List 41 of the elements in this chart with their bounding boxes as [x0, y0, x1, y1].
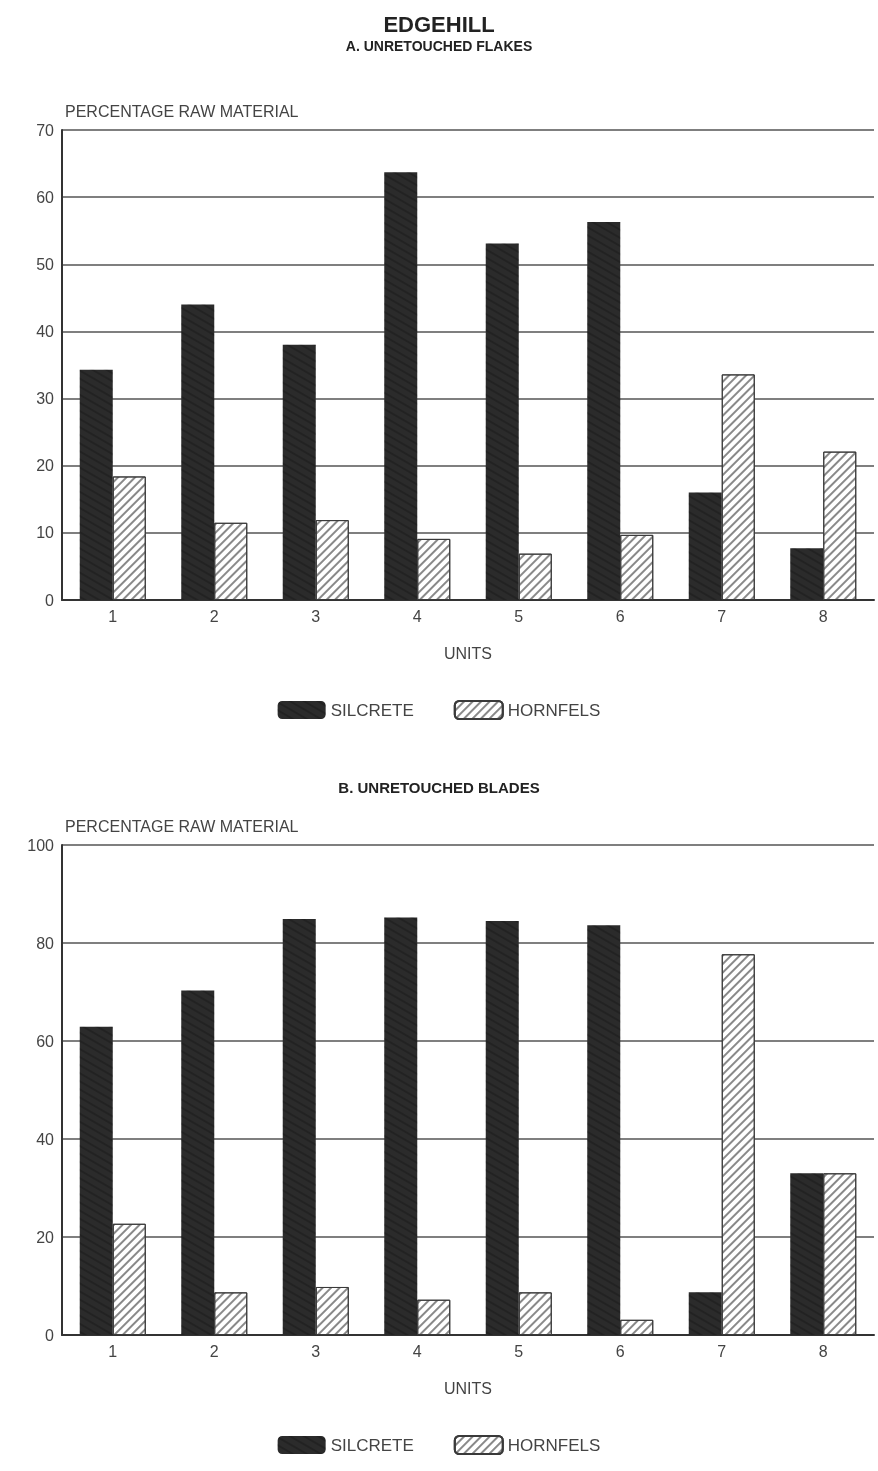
x-tick-label: 1 [108, 1342, 118, 1360]
x-tick-label: 3 [311, 607, 321, 625]
y-tick-label: 100 [27, 836, 55, 854]
legend-label: SILCRETE [330, 700, 414, 720]
y-tick-label: 50 [36, 255, 55, 273]
x-tick-label: 3 [311, 1342, 321, 1360]
y-tick-label: 0 [45, 1326, 55, 1344]
y-tick-label: 40 [36, 322, 55, 340]
x-tick-label: 2 [209, 1342, 219, 1360]
chart-title: EDGEHILL [383, 11, 495, 37]
y-tick-label: 0 [45, 591, 55, 609]
y-axis-title: PERCENTAGE RAW MATERIAL [65, 102, 299, 120]
y-axis-title: PERCENTAGE RAW MATERIAL [65, 817, 299, 835]
x-axis-title: UNITS [444, 644, 492, 662]
y-tick-label: 10 [36, 524, 55, 542]
chart-title: B. UNRETOUCHED BLADES [338, 779, 540, 796]
chart-subtitle: A. UNRETOUCHED FLAKES [345, 38, 533, 54]
x-tick-label: 6 [615, 607, 625, 625]
y-tick-label: 40 [36, 1130, 55, 1148]
y-tick-label: 80 [36, 934, 55, 952]
x-tick-label: 2 [209, 607, 219, 625]
x-tick-label: 6 [615, 1342, 625, 1360]
legend-label: HORNFELS [507, 700, 601, 720]
y-tick-label: 60 [36, 1032, 55, 1050]
x-tick-label: 5 [514, 1342, 524, 1360]
y-tick-label: 20 [36, 1228, 55, 1246]
x-tick-label: 1 [108, 607, 118, 625]
x-tick-label: 8 [818, 607, 828, 625]
y-tick-label: 30 [36, 390, 55, 408]
legend-label: SILCRETE [330, 1435, 414, 1455]
legend-label: HORNFELS [507, 1435, 601, 1455]
x-tick-label: 7 [717, 1342, 727, 1360]
x-tick-label: 4 [412, 1342, 422, 1360]
x-axis-title: UNITS [444, 1379, 492, 1397]
y-tick-label: 70 [36, 121, 55, 139]
x-tick-label: 7 [717, 607, 727, 625]
x-tick-label: 4 [412, 607, 422, 625]
x-tick-label: 8 [818, 1342, 828, 1360]
y-tick-label: 60 [36, 188, 55, 206]
x-tick-label: 5 [514, 607, 524, 625]
y-tick-label: 20 [36, 457, 55, 475]
